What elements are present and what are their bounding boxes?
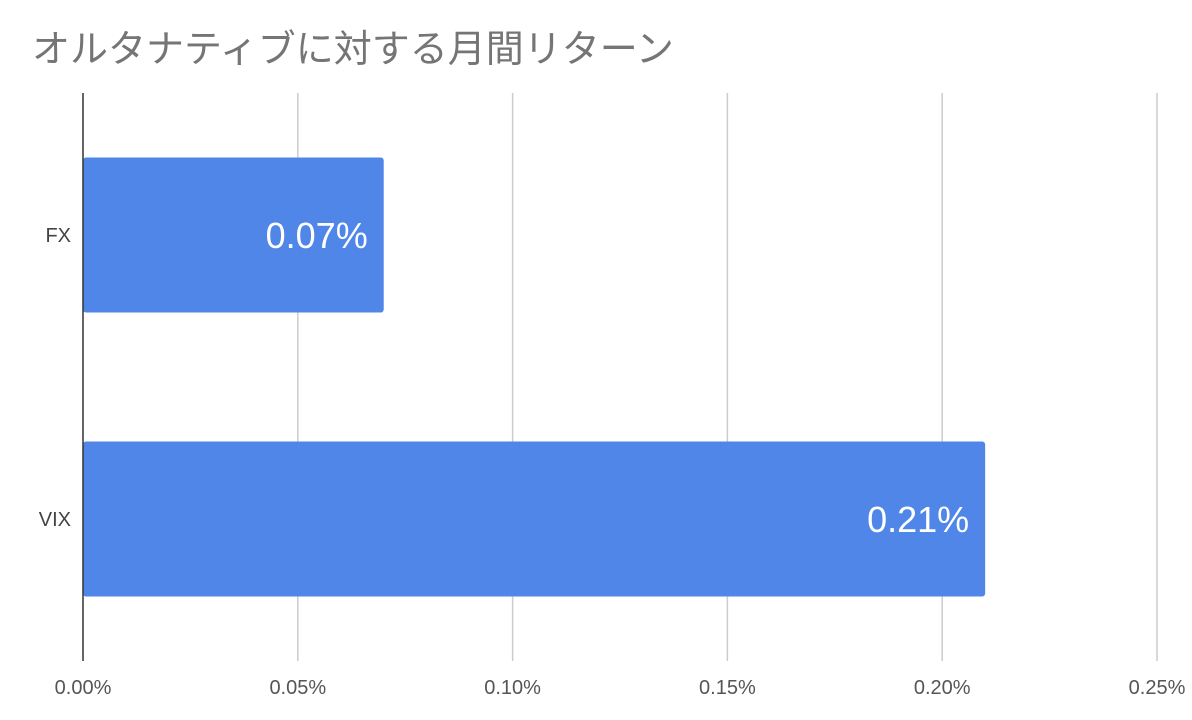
x-tick-label: 0.20% [914, 677, 971, 699]
bar-layer [83, 157, 986, 597]
bar-fx [83, 157, 384, 313]
x-tick-label: 0.00% [55, 677, 112, 699]
data-label: 0.07% [266, 215, 368, 256]
x-tick-label: 0.15% [699, 677, 756, 699]
x-tick-label: 0.05% [269, 677, 326, 699]
category-label: VIX [39, 509, 71, 531]
label-layer: 0.00% 0.05% 0.10% 0.15% 0.20% 0.25% FX 0.07% VIX… [39, 215, 1186, 699]
category-label: FX [45, 225, 71, 247]
bar-vix [83, 441, 986, 597]
chart-title: オルタナティブに対する月間リターン [32, 27, 674, 71]
x-tick-label: 0.10% [484, 677, 541, 699]
x-tick-label: 0.25% [1129, 677, 1186, 699]
data-label: 0.21% [867, 499, 969, 540]
